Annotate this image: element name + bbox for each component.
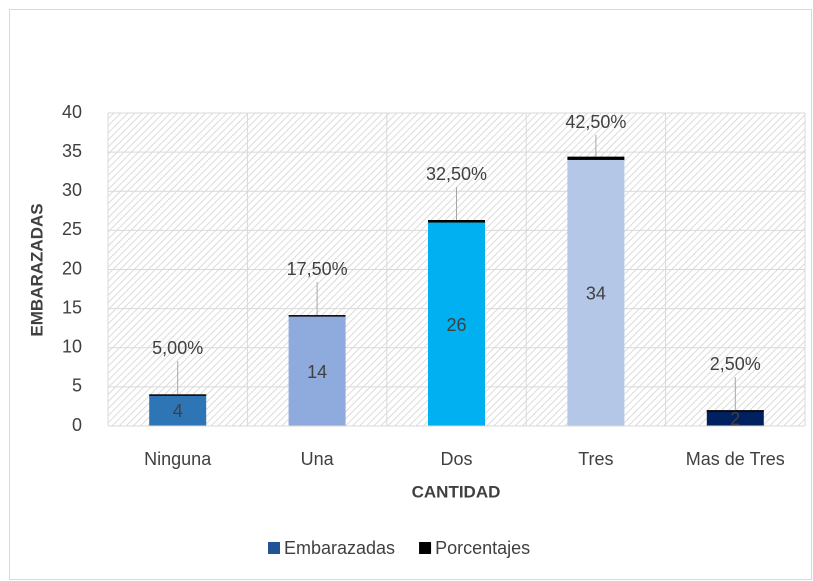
y-tick-label: 20 bbox=[62, 258, 82, 278]
bar-segment bbox=[428, 220, 485, 223]
data-label: 26 bbox=[446, 315, 466, 335]
legend-swatch bbox=[268, 542, 280, 554]
x-tick-label: Tres bbox=[578, 449, 613, 469]
x-axis-label: CANTIDAD bbox=[412, 482, 501, 501]
y-tick-label: 30 bbox=[62, 180, 82, 200]
data-label: 4 bbox=[173, 401, 183, 421]
data-label: 32,50% bbox=[426, 164, 487, 184]
legend-label: Porcentajes bbox=[435, 538, 530, 558]
y-tick-label: 10 bbox=[62, 337, 82, 357]
data-label: 2 bbox=[730, 409, 740, 429]
legend-swatch bbox=[419, 542, 432, 554]
bar-segment bbox=[149, 394, 207, 426]
x-tick-label: Una bbox=[301, 449, 335, 469]
data-label: 14 bbox=[307, 362, 327, 382]
bar-segment bbox=[567, 159, 625, 426]
data-label: 42,50% bbox=[565, 112, 626, 132]
bar-segment bbox=[567, 156, 625, 160]
bar-segment bbox=[428, 222, 485, 426]
y-axis-label: EMBARAZADAS bbox=[27, 203, 46, 336]
data-label: 34 bbox=[586, 284, 606, 304]
x-tick-label: Ninguna bbox=[144, 449, 212, 469]
bar-segment bbox=[288, 316, 346, 426]
y-tick-label: 15 bbox=[62, 297, 82, 317]
data-label: 2,50% bbox=[710, 354, 761, 374]
legend-label: Embarazadas bbox=[284, 538, 395, 558]
y-tick-label: 35 bbox=[62, 141, 82, 161]
bar-segment bbox=[288, 315, 346, 317]
data-label: 17,50% bbox=[287, 259, 348, 279]
bar-segment bbox=[706, 410, 764, 426]
y-tick-label: 40 bbox=[62, 102, 82, 122]
data-label: 5,00% bbox=[152, 338, 203, 358]
y-tick-label: 5 bbox=[72, 376, 82, 396]
y-tick-label: 0 bbox=[72, 415, 82, 435]
y-tick-label: 25 bbox=[62, 219, 82, 239]
bar-segment bbox=[706, 410, 764, 412]
x-tick-label: Dos bbox=[440, 449, 472, 469]
x-tick-label: Mas de Tres bbox=[686, 449, 785, 469]
bar-segment bbox=[149, 394, 207, 396]
